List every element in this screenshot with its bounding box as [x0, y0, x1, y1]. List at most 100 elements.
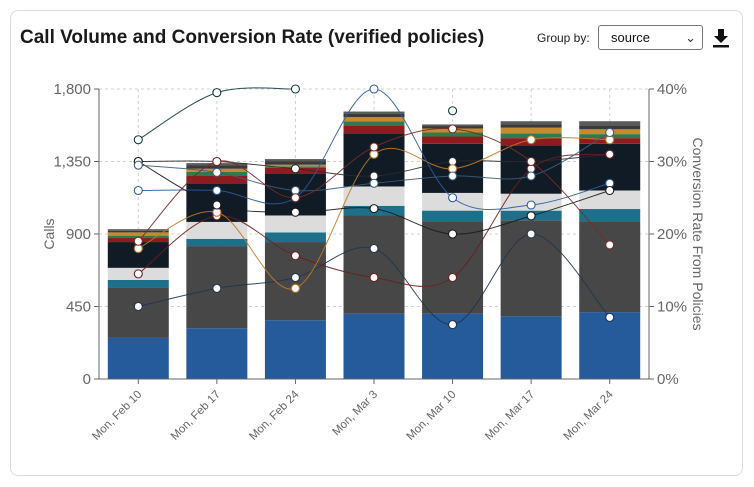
bar-segment — [579, 125, 641, 130]
bar-segment — [579, 221, 641, 313]
bar-segment — [343, 186, 405, 206]
bar-segment — [107, 279, 169, 288]
chevron-down-icon: ⌄ — [685, 30, 696, 45]
y2-tick-label: 40% — [657, 81, 687, 98]
rate-point — [290, 272, 300, 283]
rate-point — [448, 124, 458, 134]
rate-point — [133, 160, 143, 170]
bar-segment — [186, 176, 248, 184]
rate-point — [448, 106, 458, 116]
rate-point — [526, 229, 536, 239]
rate-point — [369, 272, 379, 283]
rate-point — [369, 84, 379, 94]
y2-tick-label: 0% — [657, 371, 679, 388]
bar-segment — [343, 215, 405, 314]
x-tick-label: Mon, Feb 24 — [247, 388, 302, 443]
x-tick-label: Mon, Mar 10 — [405, 389, 459, 443]
bar-segment — [343, 117, 405, 122]
bar-segment — [264, 159, 326, 162]
rate-point — [369, 204, 379, 214]
bar-segment — [579, 121, 641, 126]
bar-segment — [186, 221, 248, 239]
rate-point — [605, 149, 615, 159]
bar-segment — [107, 337, 169, 379]
bar-segment — [107, 287, 169, 338]
rate-point — [290, 207, 300, 217]
bar-segment — [264, 232, 326, 243]
rate-point — [133, 236, 143, 246]
rate-point — [290, 164, 300, 174]
bar-segment — [500, 121, 562, 125]
rate-point — [212, 167, 222, 177]
bar-segment — [343, 111, 405, 114]
rate-point — [448, 320, 458, 330]
bar-segment — [422, 136, 484, 144]
rate-point — [605, 240, 615, 250]
y2-axis-title: Conversion Rate From Policies — [690, 138, 706, 331]
bar-segment — [186, 238, 248, 247]
bar-segment — [264, 161, 326, 165]
rate-point — [605, 312, 615, 322]
y-axis-title: Calls — [41, 218, 57, 249]
bar-segment — [264, 320, 326, 379]
rate-point — [448, 171, 458, 181]
rate-point — [212, 156, 222, 167]
y-tick-label: 450 — [66, 299, 91, 316]
group-by-value: source — [611, 30, 651, 45]
rate-point — [369, 243, 379, 254]
rate-point — [290, 283, 300, 293]
x-tick-label: Mon, Mar 17 — [483, 389, 537, 443]
bar-segment — [343, 313, 405, 379]
bar-segment — [107, 230, 169, 233]
bar-segment — [422, 132, 484, 137]
rate-point — [448, 229, 458, 239]
rate-point — [212, 283, 222, 293]
bar-segment — [343, 121, 405, 126]
rate-point — [133, 269, 143, 279]
x-tick-label: Mon, Feb 10 — [90, 389, 144, 443]
rate-point — [133, 185, 143, 196]
rate-point — [605, 185, 615, 196]
x-tick-label: Mon, Mar 3 — [331, 389, 381, 439]
group-by-select[interactable]: source ⌄ — [598, 25, 703, 50]
y-tick-label: 1,800 — [53, 81, 91, 98]
bar-segment — [343, 125, 405, 134]
bar-segment — [500, 316, 562, 379]
rate-point — [448, 193, 458, 203]
rate-point — [369, 178, 379, 188]
rate-point — [212, 200, 222, 210]
rate-point — [526, 200, 536, 210]
rate-point — [526, 171, 536, 181]
bar-segment — [186, 328, 248, 379]
x-tick-label: Mon, Mar 24 — [562, 388, 617, 443]
bar-segment — [579, 209, 641, 222]
bar-segment — [579, 312, 641, 379]
y-tick-label: 900 — [66, 226, 91, 243]
y2-tick-label: 30% — [657, 154, 687, 171]
bar-segment — [107, 229, 169, 231]
rate-point — [526, 135, 536, 145]
rate-point — [212, 185, 222, 196]
rate-point — [212, 88, 222, 98]
bar-segment — [343, 113, 405, 118]
bar-segment — [264, 215, 326, 233]
rate-point — [133, 301, 143, 312]
bar-segment — [500, 127, 562, 134]
y-tick-label: 0 — [83, 371, 91, 388]
rate-point — [526, 211, 536, 221]
bar-segment — [186, 165, 248, 169]
bar-segment — [422, 210, 484, 222]
y2-tick-label: 20% — [657, 226, 687, 243]
x-tick-label: Mon, Feb 17 — [169, 389, 223, 443]
y2-tick-label: 10% — [657, 299, 687, 316]
y-tick-label: 1,350 — [53, 154, 91, 171]
rate-point — [526, 156, 536, 167]
group-by-label: Group by: — [537, 31, 590, 45]
rate-point — [133, 135, 143, 145]
download-icon-graphic — [713, 29, 729, 48]
bar-segment — [500, 124, 562, 128]
download-icon[interactable] — [711, 27, 731, 49]
rate-point — [290, 84, 300, 94]
rate-point — [290, 193, 300, 203]
